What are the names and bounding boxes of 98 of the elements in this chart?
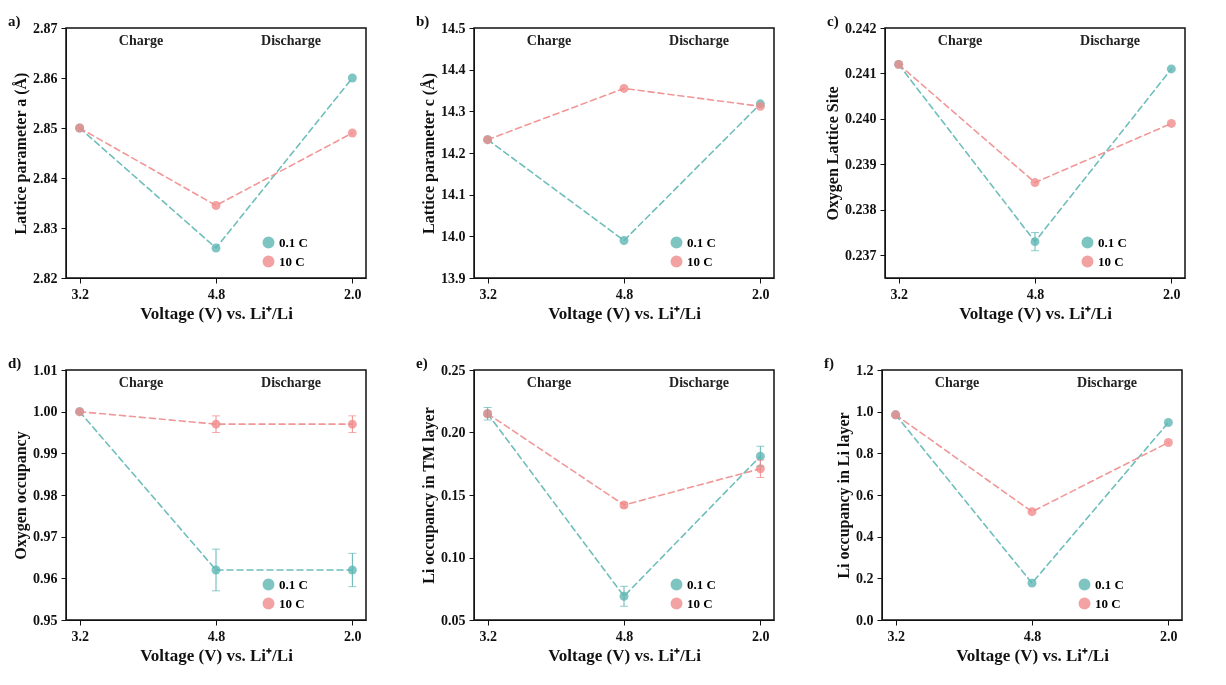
legend-label: 10 C	[1098, 253, 1124, 269]
x-axis-title: Voltage (V) vs. Li⁺/Li	[956, 645, 1110, 665]
x-tick-label: 4.8	[207, 286, 226, 302]
y-tick-label: 0.240	[845, 111, 877, 127]
x-tick-label: 4.8	[1026, 286, 1045, 302]
annotation: Charge	[934, 375, 980, 390]
legend-label: 0.1 C	[279, 234, 308, 250]
legend-label: 10 C	[1095, 595, 1121, 611]
x-tick-label: 3.2	[479, 628, 497, 644]
chart-title: a)	[8, 13, 21, 30]
y-tick-label: 2.82	[33, 270, 58, 286]
legend-label: 0.1 C	[1098, 234, 1127, 250]
y-tick-label: 0.25	[441, 362, 466, 378]
annotation: Discharge	[261, 375, 321, 390]
chart-title: b)	[416, 13, 430, 30]
y-tick-label: 14.1	[441, 187, 466, 203]
x-tick-label: 4.8	[615, 286, 634, 302]
y-axis-title: Oxygen Lattice Site	[824, 86, 842, 221]
y-tick-label: 1.00	[33, 404, 58, 420]
y-tick-label: 0.95	[33, 612, 58, 628]
y-tick-label: 0.97	[33, 529, 58, 545]
x-tick-label: 2.0	[752, 286, 770, 302]
annotation: Charge	[118, 375, 164, 390]
y-tick-label: 0.238	[845, 202, 877, 218]
y-tick-label: 14.3	[441, 103, 466, 119]
x-tick-label: 4.8	[1023, 628, 1042, 644]
y-axis-title: Li occupancy in TM layer	[420, 407, 438, 584]
chart-title: f)	[824, 355, 834, 372]
x-tick-label: 3.2	[890, 286, 908, 302]
annotation: Charge	[118, 33, 164, 48]
y-tick-label: 14.0	[441, 228, 466, 244]
y-tick-label: 0.98	[33, 487, 58, 503]
y-tick-label: 0.2	[856, 570, 874, 586]
annotation: Charge	[526, 33, 572, 48]
y-tick-label: 0.239	[845, 156, 877, 172]
legend-label: 10 C	[279, 253, 305, 269]
x-tick-label: 3.2	[887, 628, 905, 644]
y-tick-label: 1.2	[856, 362, 874, 378]
y-tick-label: 2.83	[33, 220, 58, 236]
x-tick-label: 4.8	[207, 628, 226, 644]
y-tick-label: 0.8	[856, 445, 874, 461]
legend-label: 0.1 C	[1095, 576, 1124, 592]
x-tick-label: 3.2	[479, 286, 497, 302]
x-tick-label: 2.0	[344, 628, 362, 644]
annotation: Discharge	[1077, 375, 1137, 390]
x-axis-title: Voltage (V) vs. Li⁺/Li	[140, 645, 294, 665]
y-tick-label: 1.01	[33, 362, 58, 378]
y-tick-label: 0.4	[856, 529, 874, 545]
legend-label: 10 C	[687, 595, 713, 611]
x-tick-label: 2.0	[1163, 286, 1181, 302]
x-tick-label: 3.2	[71, 628, 89, 644]
y-axis-title: Lattice parameter a (Å)	[12, 72, 30, 235]
y-tick-label: 0.05	[441, 612, 466, 628]
y-tick-label: 0.241	[845, 65, 877, 81]
y-tick-label: 0.0	[856, 612, 874, 628]
y-axis-title: Lattice parameter c (Å)	[420, 73, 438, 234]
x-axis-title: Voltage (V) vs. Li⁺/Li	[140, 303, 294, 323]
x-axis-title: Voltage (V) vs. Li⁺/Li	[548, 645, 702, 665]
y-tick-label: 0.15	[441, 487, 466, 503]
legend-label: 0.1 C	[687, 234, 716, 250]
y-tick-label: 0.96	[33, 570, 58, 586]
y-axis-title: Li occupancy in Li layer	[835, 412, 853, 579]
y-tick-label: 0.20	[441, 425, 466, 440]
y-tick-label: 14.2	[441, 145, 466, 161]
y-tick-label: 14.5	[441, 20, 466, 36]
chart-title: d)	[8, 355, 22, 372]
chart-title: e)	[416, 355, 428, 372]
annotation: Discharge	[261, 33, 321, 48]
y-tick-label: 1.0	[856, 404, 874, 420]
y-tick-label: 2.84	[33, 170, 58, 186]
annotation: Discharge	[669, 33, 729, 48]
y-tick-label: 13.9	[441, 270, 466, 286]
legend-label: 10 C	[687, 253, 713, 269]
y-tick-label: 0.99	[33, 445, 58, 461]
y-tick-label: 2.86	[33, 70, 58, 86]
annotation: Discharge	[1080, 33, 1140, 48]
x-tick-label: 2.0	[344, 286, 362, 302]
y-axis-title: Oxygen occupancy	[12, 431, 30, 560]
y-tick-label: 14.4	[441, 62, 466, 78]
x-tick-label: 4.8	[615, 628, 634, 644]
chart-title: c)	[827, 13, 839, 30]
x-axis-title: Voltage (V) vs. Li⁺/Li	[959, 303, 1113, 323]
legend-label: 10 C	[279, 595, 305, 611]
x-axis-title: Voltage (V) vs. Li⁺/Li	[548, 303, 702, 323]
annotation: Discharge	[669, 375, 729, 390]
x-tick-label: 2.0	[752, 628, 770, 644]
y-tick-label: 0.10	[441, 550, 466, 565]
annotation: Charge	[526, 375, 572, 390]
y-tick-label: 0.6	[856, 487, 874, 503]
x-tick-label: 3.2	[71, 286, 89, 302]
y-tick-label: 0.242	[845, 20, 877, 36]
y-tick-label: 2.87	[33, 20, 58, 36]
x-tick-label: 2.0	[1160, 628, 1178, 644]
y-tick-label: 2.85	[33, 120, 58, 136]
y-tick-label: 0.237	[845, 247, 877, 263]
legend-label: 0.1 C	[687, 576, 716, 592]
legend-label: 0.1 C	[279, 576, 308, 592]
annotation: Charge	[937, 33, 983, 48]
